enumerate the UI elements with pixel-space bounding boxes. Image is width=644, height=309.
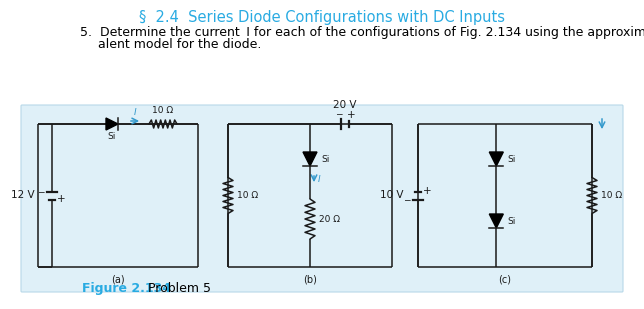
Text: +: + — [423, 187, 431, 197]
FancyBboxPatch shape — [21, 105, 623, 292]
Text: +: + — [346, 110, 355, 120]
Text: I: I — [318, 175, 321, 184]
Text: −: − — [37, 187, 45, 196]
Text: Figure 2.134: Figure 2.134 — [82, 282, 171, 295]
Text: Si: Si — [507, 154, 516, 163]
Text: Si: Si — [321, 154, 329, 163]
Text: 10 Ω: 10 Ω — [601, 191, 622, 200]
Text: Si: Si — [507, 217, 516, 226]
Text: 12 V: 12 V — [12, 191, 35, 201]
Text: 20 V: 20 V — [333, 100, 357, 110]
Text: −: − — [336, 109, 343, 118]
Polygon shape — [303, 152, 317, 166]
Text: §  2.4  Series Diode Configurations with DC Inputs: § 2.4 Series Diode Configurations with D… — [139, 10, 505, 25]
Text: 10 V: 10 V — [381, 191, 404, 201]
Text: 5.  Determine the current  I for each of the configurations of Fig. 2.134 using : 5. Determine the current I for each of t… — [80, 26, 644, 39]
Text: alent model for the diode.: alent model for the diode. — [98, 38, 261, 51]
Text: I: I — [134, 108, 137, 117]
Text: Problem 5: Problem 5 — [148, 282, 211, 295]
Text: 20 Ω: 20 Ω — [319, 214, 340, 223]
Text: −: − — [404, 195, 411, 204]
Polygon shape — [489, 152, 504, 166]
Text: 10 Ω: 10 Ω — [153, 106, 174, 115]
Text: Si: Si — [108, 132, 116, 141]
Polygon shape — [106, 118, 118, 130]
Text: +: + — [57, 194, 66, 205]
Text: (c): (c) — [498, 274, 511, 284]
Polygon shape — [489, 214, 504, 228]
Text: 10 Ω: 10 Ω — [237, 191, 258, 200]
Text: (a): (a) — [111, 274, 125, 284]
Text: (b): (b) — [303, 274, 317, 284]
